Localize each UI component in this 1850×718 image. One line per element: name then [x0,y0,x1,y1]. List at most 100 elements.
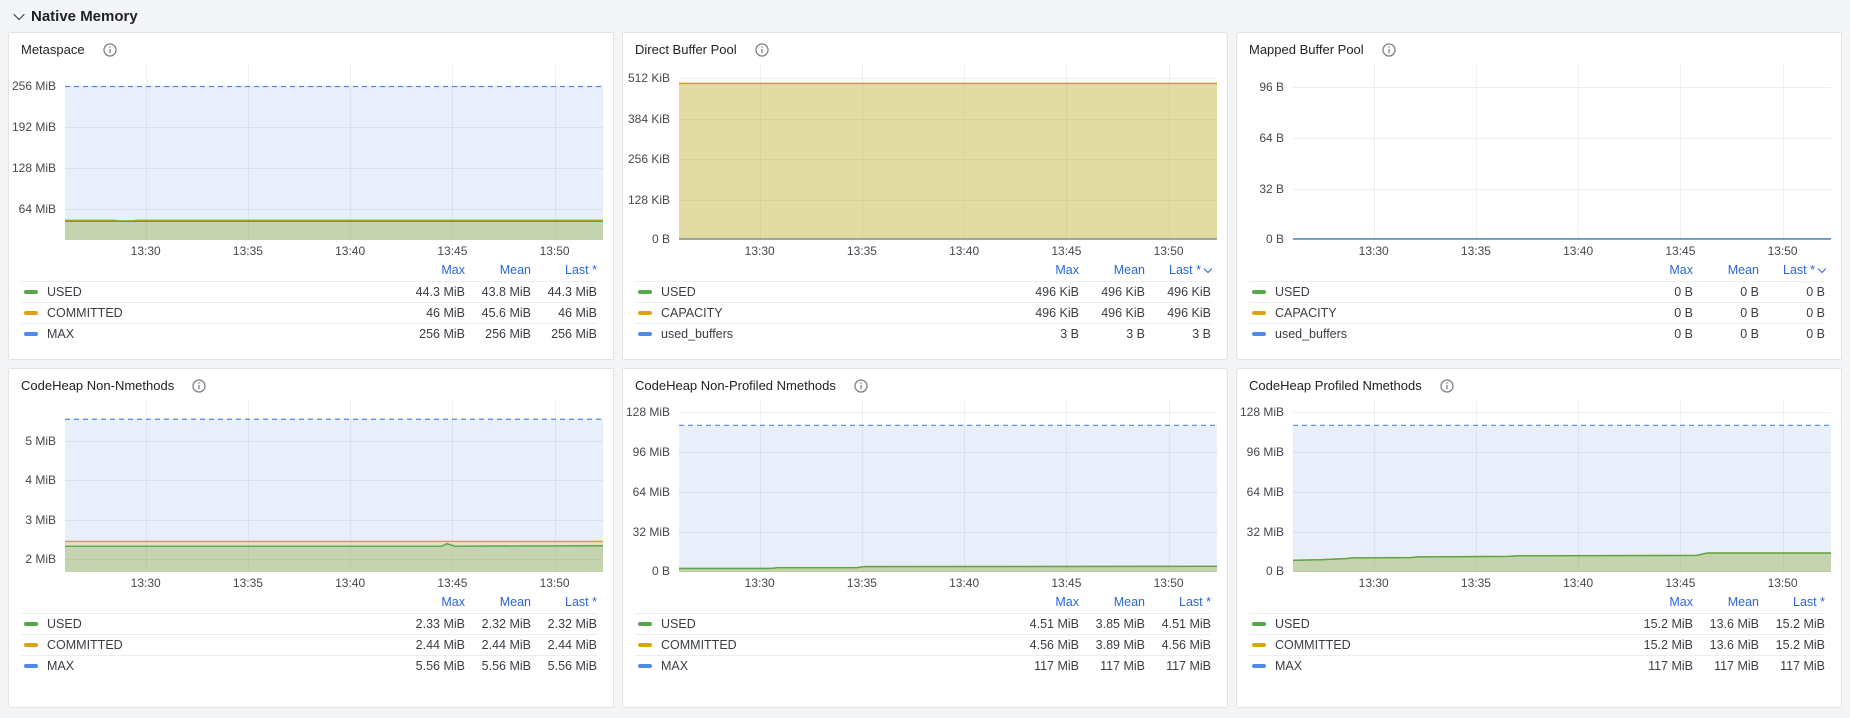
y-tick-label: 2 MiB [25,551,56,566]
legend-swatch-used[interactable] [638,290,652,294]
legend-col-mean[interactable]: Mean [499,595,531,609]
legend-row-max: MAX 117 MiB 117 MiB 117 MiB [1249,655,1825,676]
legend-swatch-capacity[interactable] [638,311,652,315]
y-tick-label: 128 MiB [11,161,56,175]
plot-area[interactable] [65,400,603,572]
legend-swatch-used[interactable] [1252,622,1266,626]
legend-value: 117 MiB [1780,659,1825,673]
plot-area[interactable] [679,64,1217,240]
legend-col-max[interactable]: Max [1055,263,1079,277]
legend-series-name[interactable]: USED [47,285,82,299]
panel-title[interactable]: CodeHeap Non-Profiled Nmethods [635,378,836,393]
legend-series-name[interactable]: COMMITTED [47,638,123,652]
legend-series-name[interactable]: used_buffers [661,327,734,341]
legend-series-name[interactable]: USED [661,617,696,631]
legend-series-name[interactable]: MAX [661,659,689,673]
legend-col-last[interactable]: Last * [565,263,597,277]
legend-col-max[interactable]: Max [441,595,465,609]
legend-swatch-used-buffers[interactable] [1252,332,1266,336]
legend-col-mean[interactable]: Mean [1727,595,1759,609]
legend-swatch-used[interactable] [1252,290,1266,294]
legend-col-mean[interactable]: Mean [1113,263,1145,277]
legend-series-name[interactable]: COMMITTED [47,306,123,320]
legend-value: 496 KiB [1035,306,1079,320]
y-tick-label: 96 B [1259,80,1284,95]
legend-col-last[interactable]: Last * [1759,263,1827,277]
legend-swatch-max[interactable] [638,664,652,668]
legend-value: 2.32 MiB [547,617,597,631]
legend-col-last[interactable]: Last * [1145,263,1213,277]
legend-col-max[interactable]: Max [1669,263,1693,277]
legend-col-mean[interactable]: Mean [1113,595,1145,609]
panel-title[interactable]: Mapped Buffer Pool [1249,42,1364,57]
panel-header: CodeHeap Non-Profiled Nmethods [623,369,1227,396]
legend-series-name[interactable]: USED [1275,285,1310,299]
info-icon[interactable] [754,42,769,57]
panel-title[interactable]: CodeHeap Non-Nmethods [21,378,175,393]
legend-row-max: MAX 117 MiB 117 MiB 117 MiB [635,655,1211,676]
y-tick-label: 64 MiB [632,484,670,499]
legend-value: 3 B [1126,327,1145,341]
legend-series-name[interactable]: USED [1275,617,1310,631]
legend-col-max[interactable]: Max [441,263,465,277]
info-icon[interactable] [1382,42,1396,57]
legend-swatch-max[interactable] [24,332,38,336]
legend: Max Mean Last * USED 15.2 MiB 13.6 MiB 15.2 M… [1249,592,1825,676]
legend-value: 46 MiB [558,306,597,320]
legend-col-last[interactable]: Last * [1793,595,1825,609]
legend-swatch-used[interactable] [638,622,652,626]
y-axis: 128 MiB 96 MiB 64 MiB 32 MiB 0 B [623,404,679,578]
gridline [679,159,1217,161]
plot-area[interactable] [1293,400,1831,572]
legend-value: 5.56 MiB [547,659,597,673]
legend-value: 3.85 MiB [1095,617,1145,631]
legend-value: 0 B [1674,327,1693,341]
info-icon[interactable] [1440,378,1454,393]
legend-series-name[interactable]: MAX [47,659,75,673]
legend-swatch-committed[interactable] [1252,643,1266,647]
legend-col-max[interactable]: Max [1669,595,1693,609]
legend-swatch-committed[interactable] [638,643,652,647]
info-icon[interactable] [102,42,117,57]
legend-col-last[interactable]: Last * [565,595,597,609]
legend-col-max[interactable]: Max [1055,595,1079,609]
legend-col-mean[interactable]: Mean [1727,263,1759,277]
legend-series-name[interactable]: used_buffers [1275,327,1348,341]
plot-area[interactable] [1293,64,1831,240]
plot-area[interactable] [65,64,603,240]
legend-swatch-capacity[interactable] [1252,311,1266,315]
panel-title[interactable]: Direct Buffer Pool [635,42,737,57]
legend-series-name[interactable]: COMMITTED [661,638,737,652]
legend-series-name[interactable]: USED [661,285,696,299]
series-canvas [679,68,1217,240]
gridline [65,558,603,560]
panel-title[interactable]: Metaspace [21,42,85,57]
legend-series-name[interactable]: COMMITTED [1275,638,1351,652]
legend-value: 117 MiB [1714,659,1759,673]
section-header-native-memory[interactable]: Native Memory [8,4,1842,28]
gridline [65,480,603,482]
legend-col-mean[interactable]: Mean [499,263,531,277]
legend-swatch-used[interactable] [24,622,38,626]
legend-series-name[interactable]: CAPACITY [661,306,723,320]
legend-value: 496 KiB [1101,285,1145,299]
legend-swatch-max[interactable] [24,664,38,668]
legend-swatch-committed[interactable] [24,311,38,315]
legend-series-name[interactable]: USED [47,617,82,631]
legend-series-name[interactable]: MAX [47,327,75,341]
x-tick-label: 13:45 [1051,244,1082,258]
plot-area[interactable] [679,400,1217,572]
gridline [452,400,454,572]
legend-swatch-max[interactable] [1252,664,1266,668]
panel-header: Direct Buffer Pool [623,33,1227,60]
legend-swatch-used-buffers[interactable] [638,332,652,336]
info-icon[interactable] [854,378,868,393]
legend-col-last[interactable]: Last * [1179,595,1211,609]
legend-series-name[interactable]: MAX [1275,659,1303,673]
legend-swatch-used[interactable] [24,290,38,294]
gridline [1680,64,1682,240]
legend-swatch-committed[interactable] [24,643,38,647]
panel-title[interactable]: CodeHeap Profiled Nmethods [1249,378,1422,393]
legend-series-name[interactable]: CAPACITY [1275,306,1337,320]
info-icon[interactable] [192,378,206,393]
